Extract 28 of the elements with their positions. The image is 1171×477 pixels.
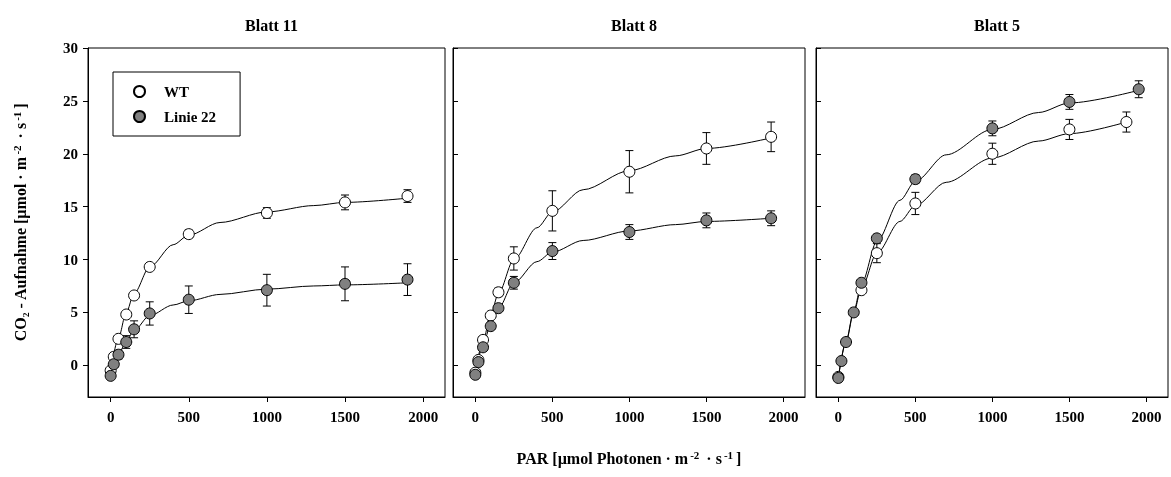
x-tick-label: 2000 bbox=[408, 408, 439, 425]
y-tick-label: 15 bbox=[63, 198, 78, 215]
y-tick-label: 10 bbox=[63, 251, 78, 268]
legend-label: Linie 22 bbox=[164, 108, 217, 125]
x-tick-label: 2000 bbox=[1131, 408, 1162, 425]
x-tick-label: 0 bbox=[834, 408, 843, 425]
legend-label: WT bbox=[164, 83, 190, 100]
y-tick-label: 5 bbox=[70, 304, 78, 321]
x-tick-label: 500 bbox=[904, 408, 927, 425]
x-tick-label: 1000 bbox=[251, 408, 282, 425]
y-tick-label: 30 bbox=[63, 40, 78, 56]
x-tick-label: 2000 bbox=[768, 408, 799, 425]
x-tick-label: 1500 bbox=[691, 408, 722, 425]
y-tick-label: 0 bbox=[70, 357, 78, 374]
x-tick-label: 500 bbox=[541, 408, 564, 425]
x-tick-label: 500 bbox=[177, 408, 201, 425]
x-tick-label: 0 bbox=[106, 408, 115, 425]
x-tick-label: 0 bbox=[471, 408, 480, 425]
x-tick-label: 1500 bbox=[330, 408, 361, 425]
x-tick-label: 1500 bbox=[1054, 408, 1085, 425]
chart-title: Blatt 11 bbox=[245, 16, 298, 34]
x-tick-label: 1000 bbox=[977, 408, 1008, 425]
x-tick-label: 1000 bbox=[614, 408, 645, 425]
y-axis-title: CO₂ - Aufnahme [µmol · m-2 · s-1] bbox=[10, 103, 30, 342]
chart-title: Blatt 8 bbox=[611, 16, 657, 34]
y-tick-label: 25 bbox=[63, 92, 78, 109]
y-tick-label: 20 bbox=[63, 145, 78, 162]
chart-title: Blatt 5 bbox=[974, 16, 1020, 34]
